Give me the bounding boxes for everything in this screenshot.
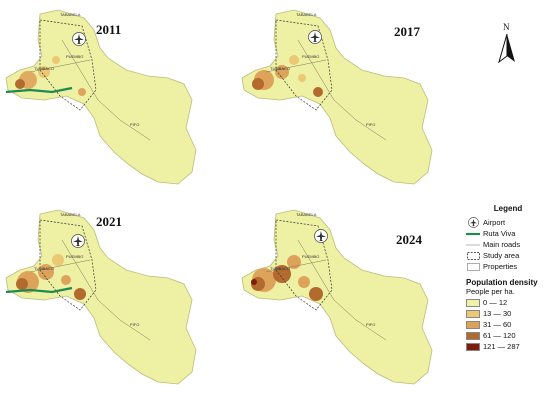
map-panel-2017: TABABELA PUEMBO TUMBACO PIFO 2017	[236, 0, 476, 198]
region-outline	[241, 9, 433, 185]
density-class-5: 121 — 287	[466, 341, 550, 352]
map-panel-2021: TABABELA PUEMBO TUMBACO PIFO 2021	[0, 200, 240, 398]
region-outline	[241, 209, 433, 385]
swatch-13-30	[466, 309, 480, 318]
label-south: PIFO	[130, 122, 139, 127]
density-title: Population density	[466, 278, 538, 287]
airport-icon	[466, 217, 480, 228]
study-area-outline	[39, 19, 97, 111]
legend-label-properties: Properties	[483, 262, 518, 271]
density-class-4: 61 — 120	[466, 330, 550, 341]
year-label-2024: 2024	[396, 232, 422, 247]
label-north: TABABELA	[60, 12, 81, 17]
label-west: TUMBACO	[34, 266, 54, 271]
label-west: TUMBACO	[270, 266, 290, 271]
main-roads	[265, 239, 387, 341]
legend: Legend Airport Ruta Viva Main roads Stud…	[466, 204, 550, 352]
legend-label-main-roads: Main roads	[483, 240, 521, 249]
legend-label-study-area: Study area	[483, 251, 520, 260]
map-2011: TABABELA PUEMBO TUMBACO PIFO	[5, 9, 197, 185]
year-label-2017: 2017	[394, 24, 420, 39]
airport-icon	[314, 229, 328, 243]
label-center: PUEMBO	[66, 54, 83, 59]
label-center: PUEMBO	[66, 254, 83, 259]
main-roads	[29, 39, 151, 141]
year-label-2021: 2021	[96, 214, 122, 229]
swatch-121-287	[466, 342, 480, 351]
label-north: TABABELA	[60, 212, 81, 217]
label-west: TUMBACO	[270, 66, 290, 71]
main-roads-line-icon	[466, 240, 480, 249]
airport-icon	[71, 234, 85, 248]
airport-icon	[72, 32, 86, 46]
label-north: TABABELA	[296, 212, 317, 217]
density-clusters	[251, 255, 323, 301]
density-label: 31 — 60	[483, 320, 512, 329]
legend-item-properties: Properties	[466, 261, 550, 272]
north-letter: N	[503, 22, 510, 32]
legend-item-study-area: Study area	[466, 250, 550, 261]
label-center: PUEMBO	[302, 54, 319, 59]
study-area-outline	[275, 19, 333, 111]
density-unit: People per ha.	[466, 287, 515, 296]
density-clusters	[252, 55, 323, 97]
density-clusters	[16, 254, 86, 300]
density-label: 61 — 120	[483, 331, 516, 340]
region-outline	[5, 9, 197, 185]
label-south: PIFO	[130, 322, 139, 327]
map-2021: TABABELA PUEMBO TUMBACO PIFO	[5, 209, 197, 385]
ruta-viva-line-icon	[466, 229, 480, 238]
label-center: PUEMBO	[302, 254, 319, 259]
main-roads	[29, 239, 151, 341]
label-south: PIFO	[366, 122, 375, 127]
map-2024: TABABELA PUEMBO TUMBACO PIFO	[241, 209, 433, 385]
properties-box-icon	[466, 262, 480, 271]
map-panel-2024: TABABELA PUEMBO TUMBACO PIFO 2024	[236, 200, 476, 398]
label-south: PIFO	[366, 322, 375, 327]
density-clusters	[15, 56, 86, 96]
year-label-2011: 2011	[96, 22, 122, 37]
study-area-outline	[275, 219, 333, 311]
north-arrow-icon	[498, 33, 515, 64]
ruta-viva-line	[5, 86, 73, 94]
legend-label-airport: Airport	[483, 218, 506, 227]
density-class-2: 13 — 30	[466, 308, 550, 319]
main-roads	[265, 39, 387, 141]
label-north: TABABELA	[296, 12, 317, 17]
density-class-1: 0 — 12	[466, 297, 550, 308]
density-class-3: 31 — 60	[466, 319, 550, 330]
airport-icon	[308, 30, 322, 44]
label-west: TUMBACO	[34, 66, 54, 71]
legend-label-ruta-viva: Ruta Viva	[483, 229, 516, 238]
swatch-0-12	[466, 298, 480, 307]
study-area-outline	[39, 219, 97, 311]
legend-item-ruta-viva: Ruta Viva	[466, 228, 550, 239]
legend-item-main-roads: Main roads	[466, 239, 550, 250]
ruta-viva-line	[5, 286, 73, 294]
map-2017: TABABELA PUEMBO TUMBACO PIFO	[241, 9, 433, 185]
swatch-61-120	[466, 331, 480, 340]
map-panel-2011: TABABELA PUEMBO TUMBACO PIFO 2011	[0, 0, 240, 198]
density-label: 121 — 287	[483, 342, 520, 351]
swatch-31-60	[466, 320, 480, 329]
density-label: 13 — 30	[483, 309, 512, 318]
legend-item-airport: Airport	[466, 217, 550, 228]
density-label: 0 — 12	[483, 298, 508, 307]
legend-title: Legend	[493, 204, 523, 213]
study-area-box-icon	[466, 251, 480, 260]
region-outline	[5, 209, 197, 385]
